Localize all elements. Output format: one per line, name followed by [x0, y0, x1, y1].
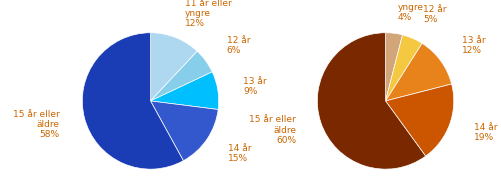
- Wedge shape: [150, 33, 197, 101]
- Wedge shape: [386, 35, 422, 101]
- Wedge shape: [150, 101, 218, 161]
- Wedge shape: [386, 43, 451, 101]
- Text: 15 år eller
äldre
60%: 15 år eller äldre 60%: [249, 115, 296, 145]
- Wedge shape: [317, 33, 426, 169]
- Wedge shape: [386, 84, 454, 156]
- Wedge shape: [82, 33, 183, 169]
- Text: 14 år
19%: 14 år 19%: [474, 123, 497, 142]
- Wedge shape: [150, 51, 212, 101]
- Text: 13 år
9%: 13 år 9%: [243, 77, 267, 96]
- Wedge shape: [386, 33, 402, 101]
- Text: 12 år
5%: 12 år 5%: [423, 5, 446, 24]
- Text: 14 år
15%: 14 år 15%: [228, 144, 252, 163]
- Text: 11 år eller
yngre
12%: 11 år eller yngre 12%: [185, 0, 232, 28]
- Text: 11 år eller
yngre
4%: 11 år eller yngre 4%: [397, 0, 444, 22]
- Wedge shape: [150, 72, 219, 110]
- Text: 15 år eller
äldre
58%: 15 år eller äldre 58%: [13, 110, 59, 139]
- Text: 12 år
6%: 12 år 6%: [226, 36, 250, 55]
- Text: 13 år
12%: 13 år 12%: [462, 36, 485, 55]
